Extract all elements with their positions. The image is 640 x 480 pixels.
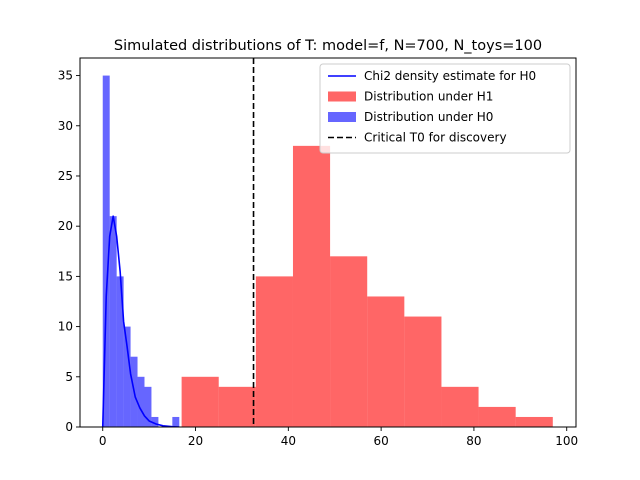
hist-bar-distribution-under-h1-1 <box>218 386 256 427</box>
x-tick-label-1: 20 <box>188 434 203 448</box>
hist-bar-distribution-under-h0-5 <box>137 376 145 427</box>
legend-swatch-distribution-under-h1 <box>328 91 356 102</box>
x-tick-label-3: 60 <box>373 434 388 448</box>
hist-bar-distribution-under-h0-6 <box>144 386 152 427</box>
y-tick-label-3: 15 <box>58 269 73 283</box>
hist-bar-distribution-under-h0-2 <box>116 276 124 427</box>
y-tick-label-1: 5 <box>65 370 73 384</box>
x-tick-label-0: 0 <box>99 434 107 448</box>
chart-title: Simulated distributions of T: model=f, N… <box>114 38 542 54</box>
legend-label-chi2-density-estimate-for-h0: Chi2 density estimate for H0 <box>364 69 536 83</box>
hist-bar-distribution-under-h0-10 <box>172 416 180 427</box>
plot-area <box>101 58 553 427</box>
legend-label-distribution-under-h0: Distribution under H0 <box>364 110 493 124</box>
hist-bar-distribution-under-h1-7 <box>441 386 479 427</box>
chi2-density-line <box>101 215 180 427</box>
legend-swatch-distribution-under-h0 <box>328 112 356 122</box>
legend-label-distribution-under-h1: Distribution under H1 <box>364 90 493 104</box>
axes-frame <box>79 57 577 428</box>
x-tick-label-5: 100 <box>555 434 578 448</box>
y-tick-label-7: 35 <box>58 69 73 83</box>
y-tick-label-6: 30 <box>58 119 73 133</box>
hist-bar-distribution-under-h0-1 <box>109 216 117 427</box>
x-tick-label-4: 80 <box>466 434 481 448</box>
hist-bar-distribution-under-h1-0 <box>181 376 219 427</box>
y-tick-label-4: 20 <box>58 219 73 233</box>
hist-bar-distribution-under-h0-7 <box>151 416 159 427</box>
y-tick-label-2: 10 <box>58 320 73 334</box>
hist-bar-distribution-under-h1-9 <box>515 416 553 427</box>
hist-bar-distribution-under-h1-4 <box>330 256 368 427</box>
y-tick-label-5: 25 <box>58 169 73 183</box>
axes: 0 20 40 60 80 100 0 5 10 15 20 25 30 35 <box>58 57 578 448</box>
hist-bar-distribution-under-h1-8 <box>478 406 516 427</box>
data-layer <box>101 58 553 427</box>
legend: Chi2 density estimate for H0 Distribution… <box>319 63 571 154</box>
x-tick-label-2: 40 <box>281 434 296 448</box>
hist-bar-distribution-under-h1-3 <box>292 145 331 427</box>
legend-label-critical-t0-for-discovery: Critical T0 for discovery <box>364 131 507 145</box>
hist-bar-distribution-under-h0-0 <box>102 75 110 427</box>
hist-bar-distribution-under-h1-6 <box>404 316 442 427</box>
hist-bar-distribution-under-h1-5 <box>367 296 405 427</box>
hist-bar-distribution-under-h1-2 <box>255 276 293 427</box>
y-tick-label-0: 0 <box>65 420 73 434</box>
hist-bar-distribution-under-h0-3 <box>123 326 131 427</box>
legend-box <box>319 63 571 154</box>
